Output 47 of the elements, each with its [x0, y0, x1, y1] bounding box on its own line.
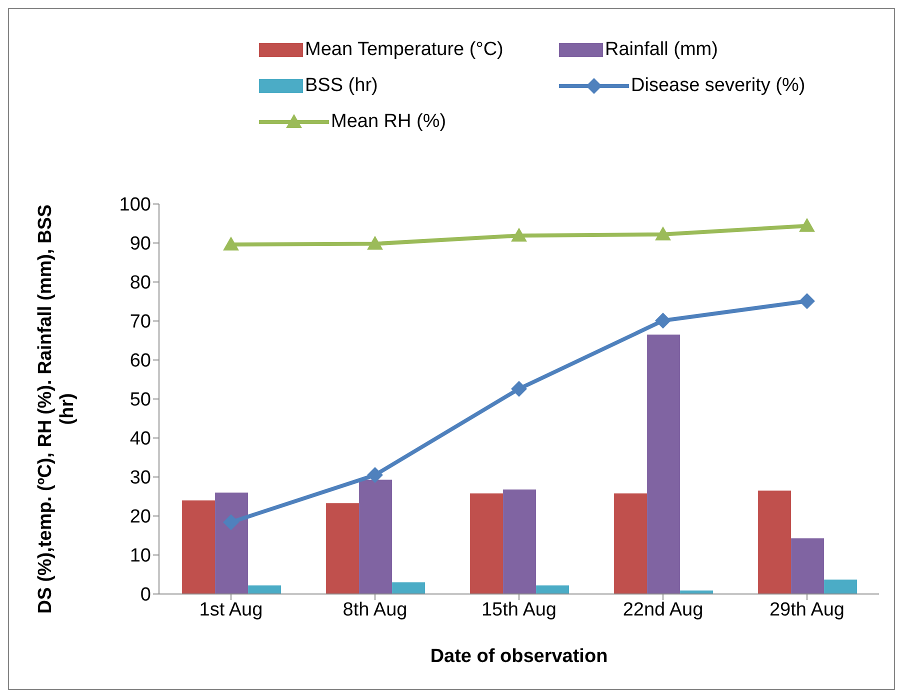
y-tick-label: 50 [130, 390, 151, 411]
y-tick-label: 40 [130, 428, 151, 450]
x-tick-label: 22nd Aug [622, 599, 704, 620]
x-tick-label: 8th Aug [342, 599, 408, 620]
point [223, 236, 239, 251]
bar [647, 334, 680, 594]
y-tick-label: 60 [130, 350, 151, 372]
legend-label: Rainfall (mm) [605, 39, 718, 61]
legend-label: Mean RH (%) [331, 111, 446, 133]
point [223, 514, 239, 530]
point [655, 312, 671, 329]
bar [470, 493, 504, 594]
legend-label: Mean Temperature (°C) [305, 39, 504, 61]
point [367, 467, 383, 484]
legend-label: BSS (hr) [305, 75, 378, 97]
point [511, 228, 527, 242]
y-tick-label: 10 [130, 546, 151, 567]
y-tick-label: 30 [130, 468, 151, 489]
bar [215, 492, 248, 594]
bar [503, 489, 536, 594]
bar [182, 500, 216, 594]
point [367, 236, 383, 250]
y-tick-label: 0 [140, 584, 151, 606]
bar [248, 585, 282, 594]
y-tick-label: 80 [130, 272, 151, 294]
bar [326, 503, 360, 594]
bar [392, 582, 426, 594]
legend-label: Disease severity (%) [631, 75, 806, 97]
point [799, 218, 815, 232]
x-tick-label: 29th Aug [769, 599, 845, 620]
y-axis-title: DS (%),temp. (ºC), RH (%). Rainfall (mm), BSS (hr) [35, 203, 79, 616]
bar [758, 490, 792, 594]
y-tick-label: 20 [130, 506, 151, 528]
x-axis-title: Date of observation [430, 646, 608, 667]
x-tick-label: 1st Aug [199, 599, 263, 620]
bar [359, 480, 392, 594]
y-tick-label: 90 [130, 234, 151, 255]
y-tick-label: 70 [130, 312, 151, 333]
point [655, 226, 671, 240]
y-tick-label: 100 [119, 194, 151, 216]
bar [791, 538, 824, 594]
bar [536, 585, 570, 594]
x-tick-label: 15th Aug [481, 599, 557, 620]
point [799, 293, 815, 310]
bar [614, 493, 648, 594]
bar [824, 580, 858, 594]
point [511, 380, 527, 397]
